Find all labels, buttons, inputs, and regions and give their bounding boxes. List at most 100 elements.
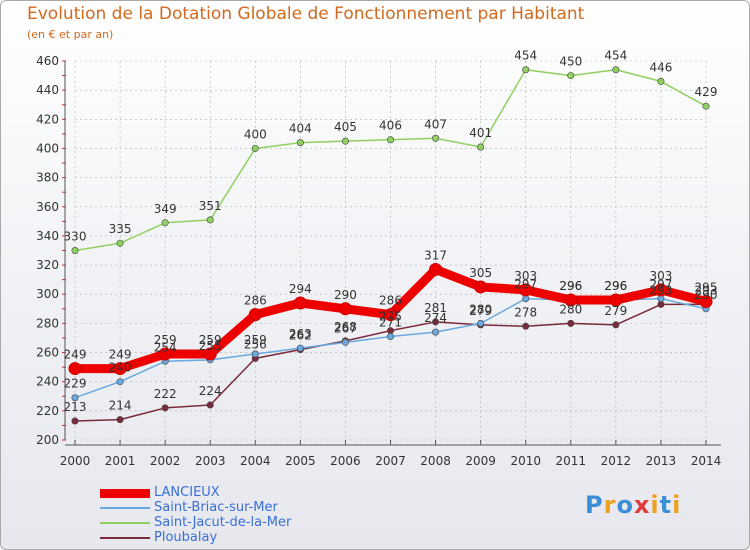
chart-title: Evolution de la Dotation Globale de Fonc…: [27, 4, 585, 24]
data-point: [161, 404, 169, 412]
data-point: [657, 300, 665, 308]
data-label: 262: [289, 329, 312, 343]
x-tick-label: 2006: [330, 454, 361, 468]
data-label: 293: [649, 283, 672, 297]
data-label: 286: [244, 294, 267, 308]
data-point: [158, 347, 172, 361]
data-label: 213: [64, 400, 87, 414]
y-tick-label: 320: [36, 258, 59, 272]
data-point: [432, 328, 440, 336]
data-point: [386, 136, 394, 144]
data-label: 290: [695, 288, 718, 302]
logo-letter: i: [672, 491, 682, 519]
data-point: [113, 362, 127, 376]
data-label: 454: [514, 49, 537, 63]
data-label: 429: [695, 85, 718, 99]
data-label: 351: [199, 199, 222, 213]
logo-letter: x: [633, 491, 651, 519]
data-point: [522, 322, 530, 330]
y-tick-label: 200: [36, 433, 59, 447]
data-label: 280: [469, 302, 492, 316]
data-point: [657, 77, 665, 85]
data-label: 280: [559, 302, 582, 316]
data-label: 240: [109, 361, 132, 375]
data-point: [522, 295, 530, 303]
legend-label: LANCIEUX: [154, 485, 220, 500]
y-tick-label: 280: [36, 316, 59, 330]
data-label: 296: [559, 279, 582, 293]
data-label: 317: [424, 248, 447, 262]
data-label: 454: [604, 49, 627, 63]
series-lines: [68, 66, 713, 425]
data-label: 229: [64, 377, 87, 391]
data-label: 286: [379, 294, 402, 308]
y-tick-label: 420: [36, 112, 59, 126]
data-point: [251, 350, 259, 358]
y-tick-label: 380: [36, 171, 59, 185]
data-point: [71, 394, 79, 402]
data-label: 274: [424, 311, 447, 325]
data-point: [429, 262, 443, 276]
y-tick-label: 400: [36, 141, 59, 155]
data-point: [206, 401, 214, 409]
x-tick-label: 2000: [60, 454, 91, 468]
data-label: 335: [109, 222, 132, 236]
y-tick-label: 340: [36, 229, 59, 243]
data-label: 296: [559, 279, 582, 293]
data-label: 279: [604, 304, 627, 318]
x-tick-label: 2004: [240, 454, 271, 468]
data-label: 294: [289, 282, 312, 296]
data-label: 400: [244, 127, 267, 141]
data-label: 259: [244, 333, 267, 347]
data-point: [654, 283, 668, 297]
y-tick-label: 260: [36, 346, 59, 360]
data-point: [474, 280, 488, 294]
data-label: 259: [199, 333, 222, 347]
data-label: 349: [154, 202, 177, 216]
data-point: [341, 137, 349, 145]
data-label: 303: [514, 269, 537, 283]
data-point: [203, 347, 217, 361]
legend-label: Ploubalay: [154, 530, 218, 545]
legend-item-ploubalay: Ploubalay: [100, 530, 400, 545]
data-point: [296, 139, 304, 147]
legend-label: Saint-Briac-sur-Mer: [154, 500, 278, 515]
data-point: [386, 333, 394, 341]
data-label: 224: [199, 384, 222, 398]
data-point: [71, 247, 79, 255]
x-tick-label: 2002: [150, 454, 181, 468]
y-tick-label: 440: [36, 83, 59, 97]
data-point: [296, 344, 304, 352]
chart-subtitle: (en € et par an): [27, 28, 114, 41]
logo-letter: i: [650, 491, 660, 519]
data-point: [699, 295, 713, 309]
data-label: 290: [334, 288, 357, 302]
data-label: 222: [154, 387, 177, 401]
data-label: 271: [379, 316, 402, 330]
data-point: [338, 302, 352, 316]
logo-letter: P: [585, 491, 604, 519]
data-point: [477, 319, 485, 327]
legend: LANCIEUX Saint-Briac-sur-Mer Saint-Jacut…: [100, 485, 400, 546]
data-labels: 330 335 349 351 400 404 405 406 407 401 454 450 454 4…: [64, 49, 718, 414]
data-label: 279: [469, 304, 492, 318]
data-point: [432, 318, 440, 326]
data-label: 267: [334, 321, 357, 335]
data-label: 296: [604, 279, 627, 293]
data-point: [251, 144, 259, 152]
data-label: 330: [64, 230, 87, 244]
data-point: [609, 293, 623, 307]
x-tick-label: 2012: [601, 454, 632, 468]
legend-swatch: [100, 537, 150, 539]
x-tick-label: 2005: [285, 454, 316, 468]
data-label: 305: [469, 266, 492, 280]
legend-label: Saint-Jacut-de-la-Mer: [154, 515, 292, 530]
x-tick-label: 2008: [420, 454, 451, 468]
x-tick-label: 2001: [105, 454, 136, 468]
data-point: [116, 378, 124, 386]
data-point: [71, 417, 79, 425]
y-tick-label: 300: [36, 287, 59, 301]
x-tick-label: 2011: [556, 454, 587, 468]
